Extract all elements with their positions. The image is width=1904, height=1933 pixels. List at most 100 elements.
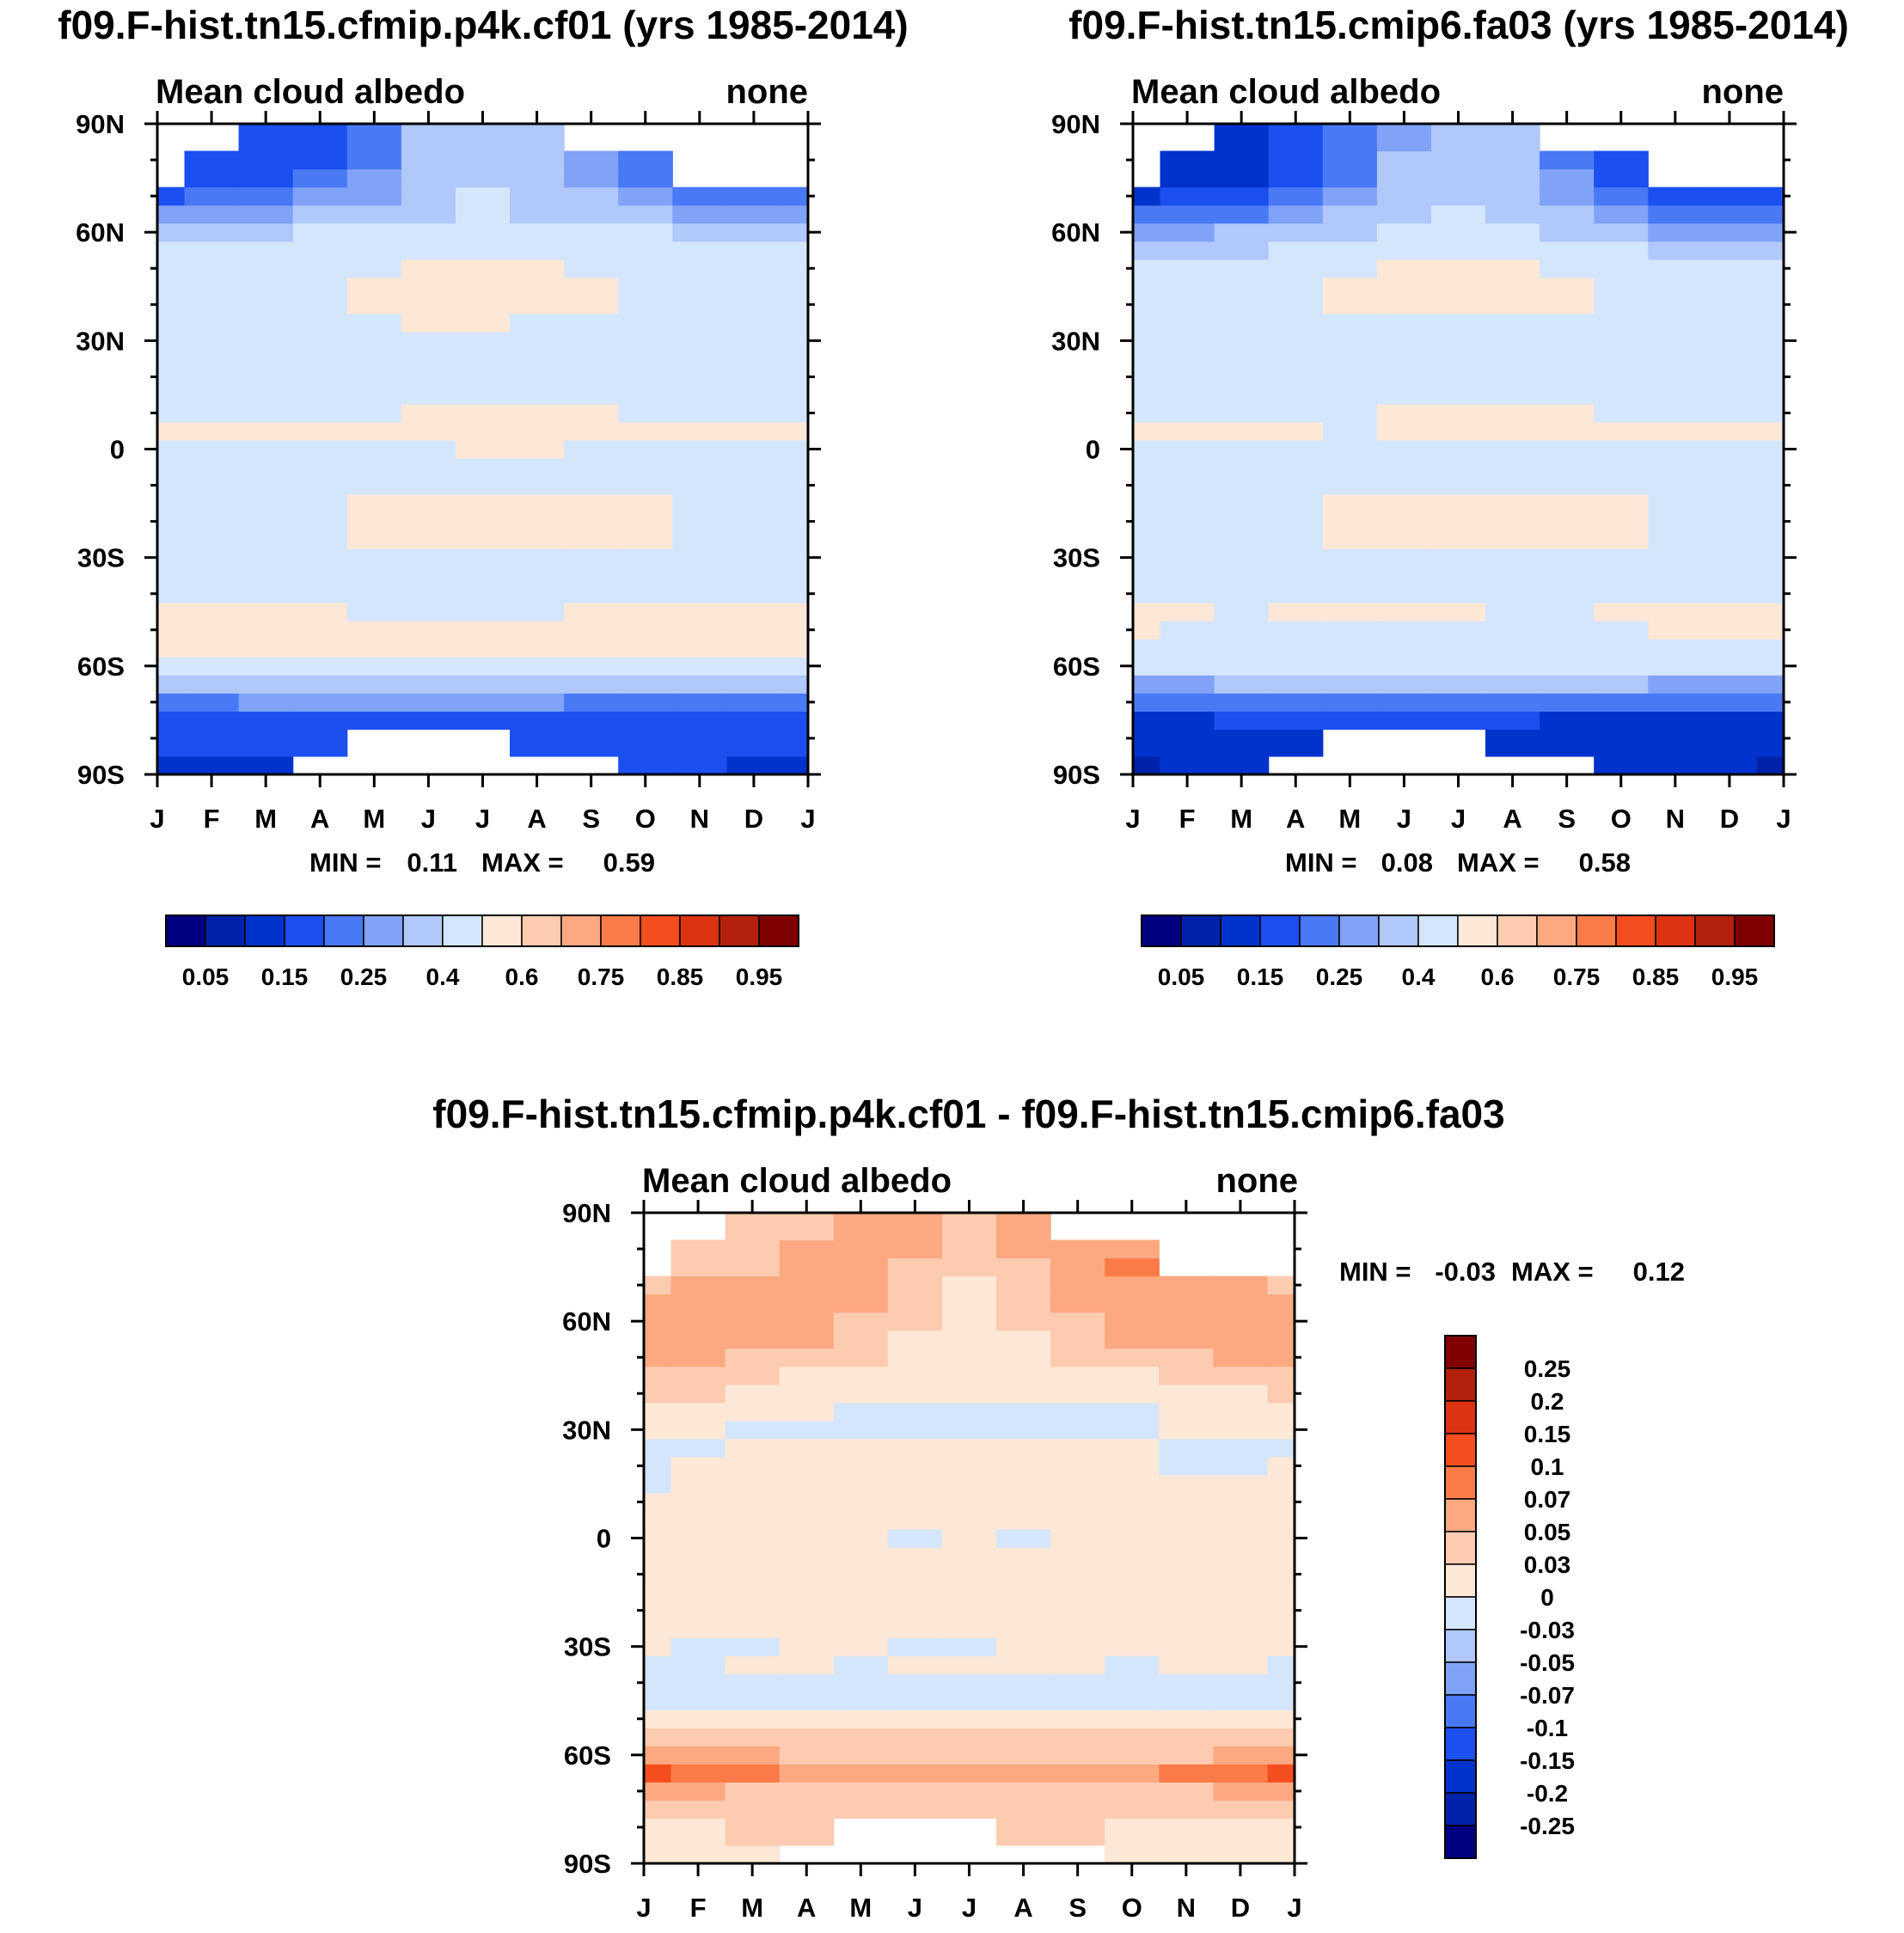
contour-cell [1268,187,1324,206]
x-tick-label: D [1231,1893,1250,1923]
contour-cell [1702,603,1758,621]
contour-cell [238,657,294,676]
contour-cell [1268,205,1324,224]
contour-cell [564,168,619,188]
contour-cell [1540,458,1595,477]
contour-cell [942,1348,997,1367]
contour-cell [725,1601,781,1620]
contour-cell [644,1312,672,1331]
contour-cell [1159,1710,1214,1728]
contour-cell [670,1239,726,1259]
contour-cell [781,530,809,549]
contour-cell [672,440,727,459]
contour-cell [1160,729,1215,757]
contour-cell [564,657,619,676]
contour-cell [887,1312,943,1331]
contour-cell [672,584,727,603]
contour-cell [670,1845,726,1864]
contour-cell [618,385,673,405]
contour-cell [644,1384,672,1404]
contour-cell [1133,729,1161,757]
colorbar-box [244,915,285,947]
x-tick-label: F [204,804,220,834]
contour-cell [292,603,348,621]
contour-cell [184,693,240,712]
contour-cell [1160,621,1215,639]
colorbar-box [640,915,681,947]
contour-cell [1702,530,1758,549]
contour-cell [996,1330,1051,1349]
contour-cell [184,729,240,757]
contour-cell [942,1384,997,1404]
contour-cell [996,1492,1051,1512]
contour-cell [292,422,348,441]
contour-cell [670,1637,726,1656]
contour-cell [1214,295,1270,315]
contour-cell [644,1601,672,1620]
contour-cell [157,295,186,315]
contour-cell [1133,187,1161,206]
contour-cell [157,385,186,405]
contour-cell [779,1782,835,1801]
contour-cell [1431,512,1486,531]
colorbar-box [1444,1563,1477,1598]
contour-cell [672,259,727,278]
contour-cell [238,223,294,242]
contour-cell [887,1565,943,1584]
contour-cell [725,1655,781,1674]
contour-cell [346,711,402,730]
contour-cell [1050,1710,1105,1728]
contour-cell [618,729,673,757]
contour-cell [1322,584,1378,603]
contour-cell [1322,150,1378,170]
contour-cell [292,657,348,676]
contour-cell [1485,313,1540,333]
contour-cell [157,422,186,441]
contour-cell [1213,1691,1269,1710]
contour-cell [401,205,456,224]
contour-cell [157,440,186,459]
contour-cell [1050,1456,1105,1476]
contour-cell [1322,548,1378,567]
contour-cell [1594,223,1649,242]
colorbar-label: -0.2 [1527,1780,1568,1807]
contour-cell [1485,277,1540,297]
contour-cell [996,1474,1051,1494]
contour-cell [1431,530,1486,549]
contour-cell [184,349,240,369]
colorbar-box [600,915,641,947]
contour-cell [564,367,619,387]
contour-cell [1648,440,1703,459]
contour-cell [1267,1565,1295,1584]
contour-cell [779,1239,835,1259]
contour-cell [1648,367,1703,387]
contour-cell [833,1637,889,1656]
contour-cell [1214,675,1270,694]
contour-cell [833,1275,889,1295]
contour-cell [157,639,186,658]
contour-cell [644,1710,672,1728]
contour-cell [1376,187,1432,206]
contour-cell [1105,1511,1160,1530]
x-tick-label: D [744,804,763,834]
contour-cell [644,1782,672,1801]
contour-cell [346,494,402,513]
contour-cell [238,512,294,531]
contour-cell [996,1691,1051,1710]
x-tick-label: J [1451,804,1466,834]
contour-cell [346,530,402,549]
contour-cell [564,277,619,297]
colorbar-label: 0.85 [1632,963,1680,990]
contour-cell [779,1402,835,1422]
contour-cell [670,1619,726,1638]
contour-cell [1756,223,1785,242]
contour-cell [1214,223,1270,242]
contour-cell [618,756,673,775]
contour-cell [1431,675,1486,694]
contour-cell [618,205,673,224]
contour-cell [1105,1420,1160,1440]
contour-cell [510,241,565,260]
contour-cell [670,1294,726,1313]
contour-cell [1133,494,1161,513]
contour-cell [1540,187,1595,206]
